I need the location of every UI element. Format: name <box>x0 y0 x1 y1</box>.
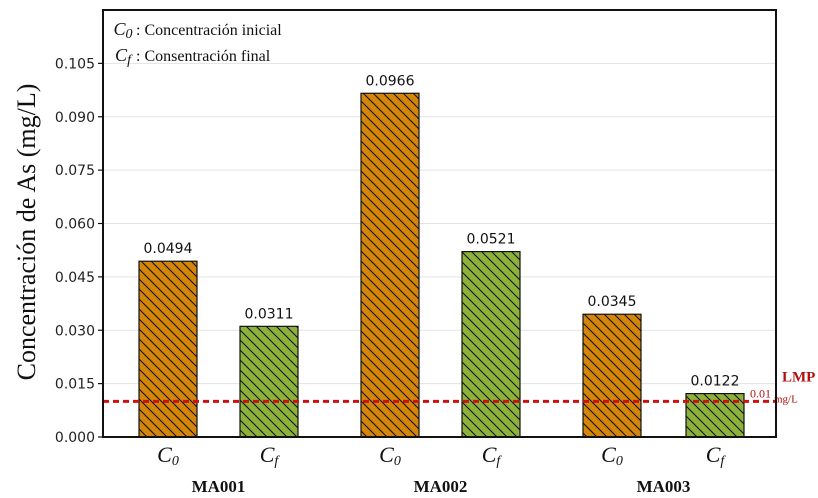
bar-value-label: 0.0122 <box>691 374 740 390</box>
bar-ma002-f <box>461 251 521 438</box>
bar-hatch <box>138 260 198 438</box>
bar-hatch <box>582 313 642 438</box>
legend-entry: : Concentración inicial <box>136 22 282 39</box>
bar-hatch <box>360 92 420 438</box>
bar-value-label: 0.0345 <box>588 294 637 310</box>
y-axis-label: Concentración de As (mg/L) <box>12 84 41 381</box>
x-category-label: C0 <box>379 442 401 469</box>
y-tick-label: 0.045 <box>55 270 95 286</box>
bar-hatch <box>461 251 521 438</box>
y-tick-label: 0.105 <box>55 56 95 72</box>
bar-ma003-0 <box>582 313 642 438</box>
x-category-label: Cf <box>260 442 281 469</box>
group-label: MA003 <box>637 477 691 496</box>
axes: 0.000 0.015 0.030 0.045 0.060 0.075 0.090 0.105… <box>55 56 726 496</box>
reference-line-label: LMP <box>782 369 815 385</box>
group-label: MA002 <box>414 477 468 496</box>
bar-value-label: 0.0311 <box>245 306 294 322</box>
y-tick-label: 0.030 <box>55 323 95 339</box>
reference-line-value: 0.01 <box>750 386 771 400</box>
bar-ma002-0 <box>360 92 420 438</box>
bar-ma001-0 <box>138 260 198 438</box>
x-category-label: C0 <box>601 442 623 469</box>
bar-hatch <box>239 325 299 438</box>
bar-value-label: 0.0521 <box>467 232 516 248</box>
x-category-label: C0 <box>157 442 179 469</box>
reference-line-unit: mg/L <box>774 393 798 405</box>
x-category-label: Cf <box>706 442 727 469</box>
legend-symbol: Cf <box>115 45 133 68</box>
y-tick-label: 0.075 <box>55 163 95 179</box>
y-tick-label: 0.060 <box>55 217 95 233</box>
grid-lines <box>103 62 776 385</box>
y-tick-label: 0.000 <box>55 430 95 446</box>
bar-ma001-f <box>239 325 299 438</box>
bar-value-label: 0.0494 <box>144 241 193 257</box>
bars: 0.0494 0.0311 0.0966 0.0521 0.0345 0.0122 <box>138 73 745 438</box>
y-tick-label: 0.015 <box>55 377 95 393</box>
reference-line-group: LMP 0.01 mg/L <box>103 369 815 405</box>
y-tick-label: 0.090 <box>55 110 95 126</box>
group-label: MA001 <box>192 477 246 496</box>
legend-entry: : Consentración final <box>136 48 271 65</box>
x-category-label: Cf <box>482 442 503 469</box>
bar-value-label: 0.0966 <box>366 73 415 89</box>
legend-symbol: C0 <box>113 19 132 42</box>
